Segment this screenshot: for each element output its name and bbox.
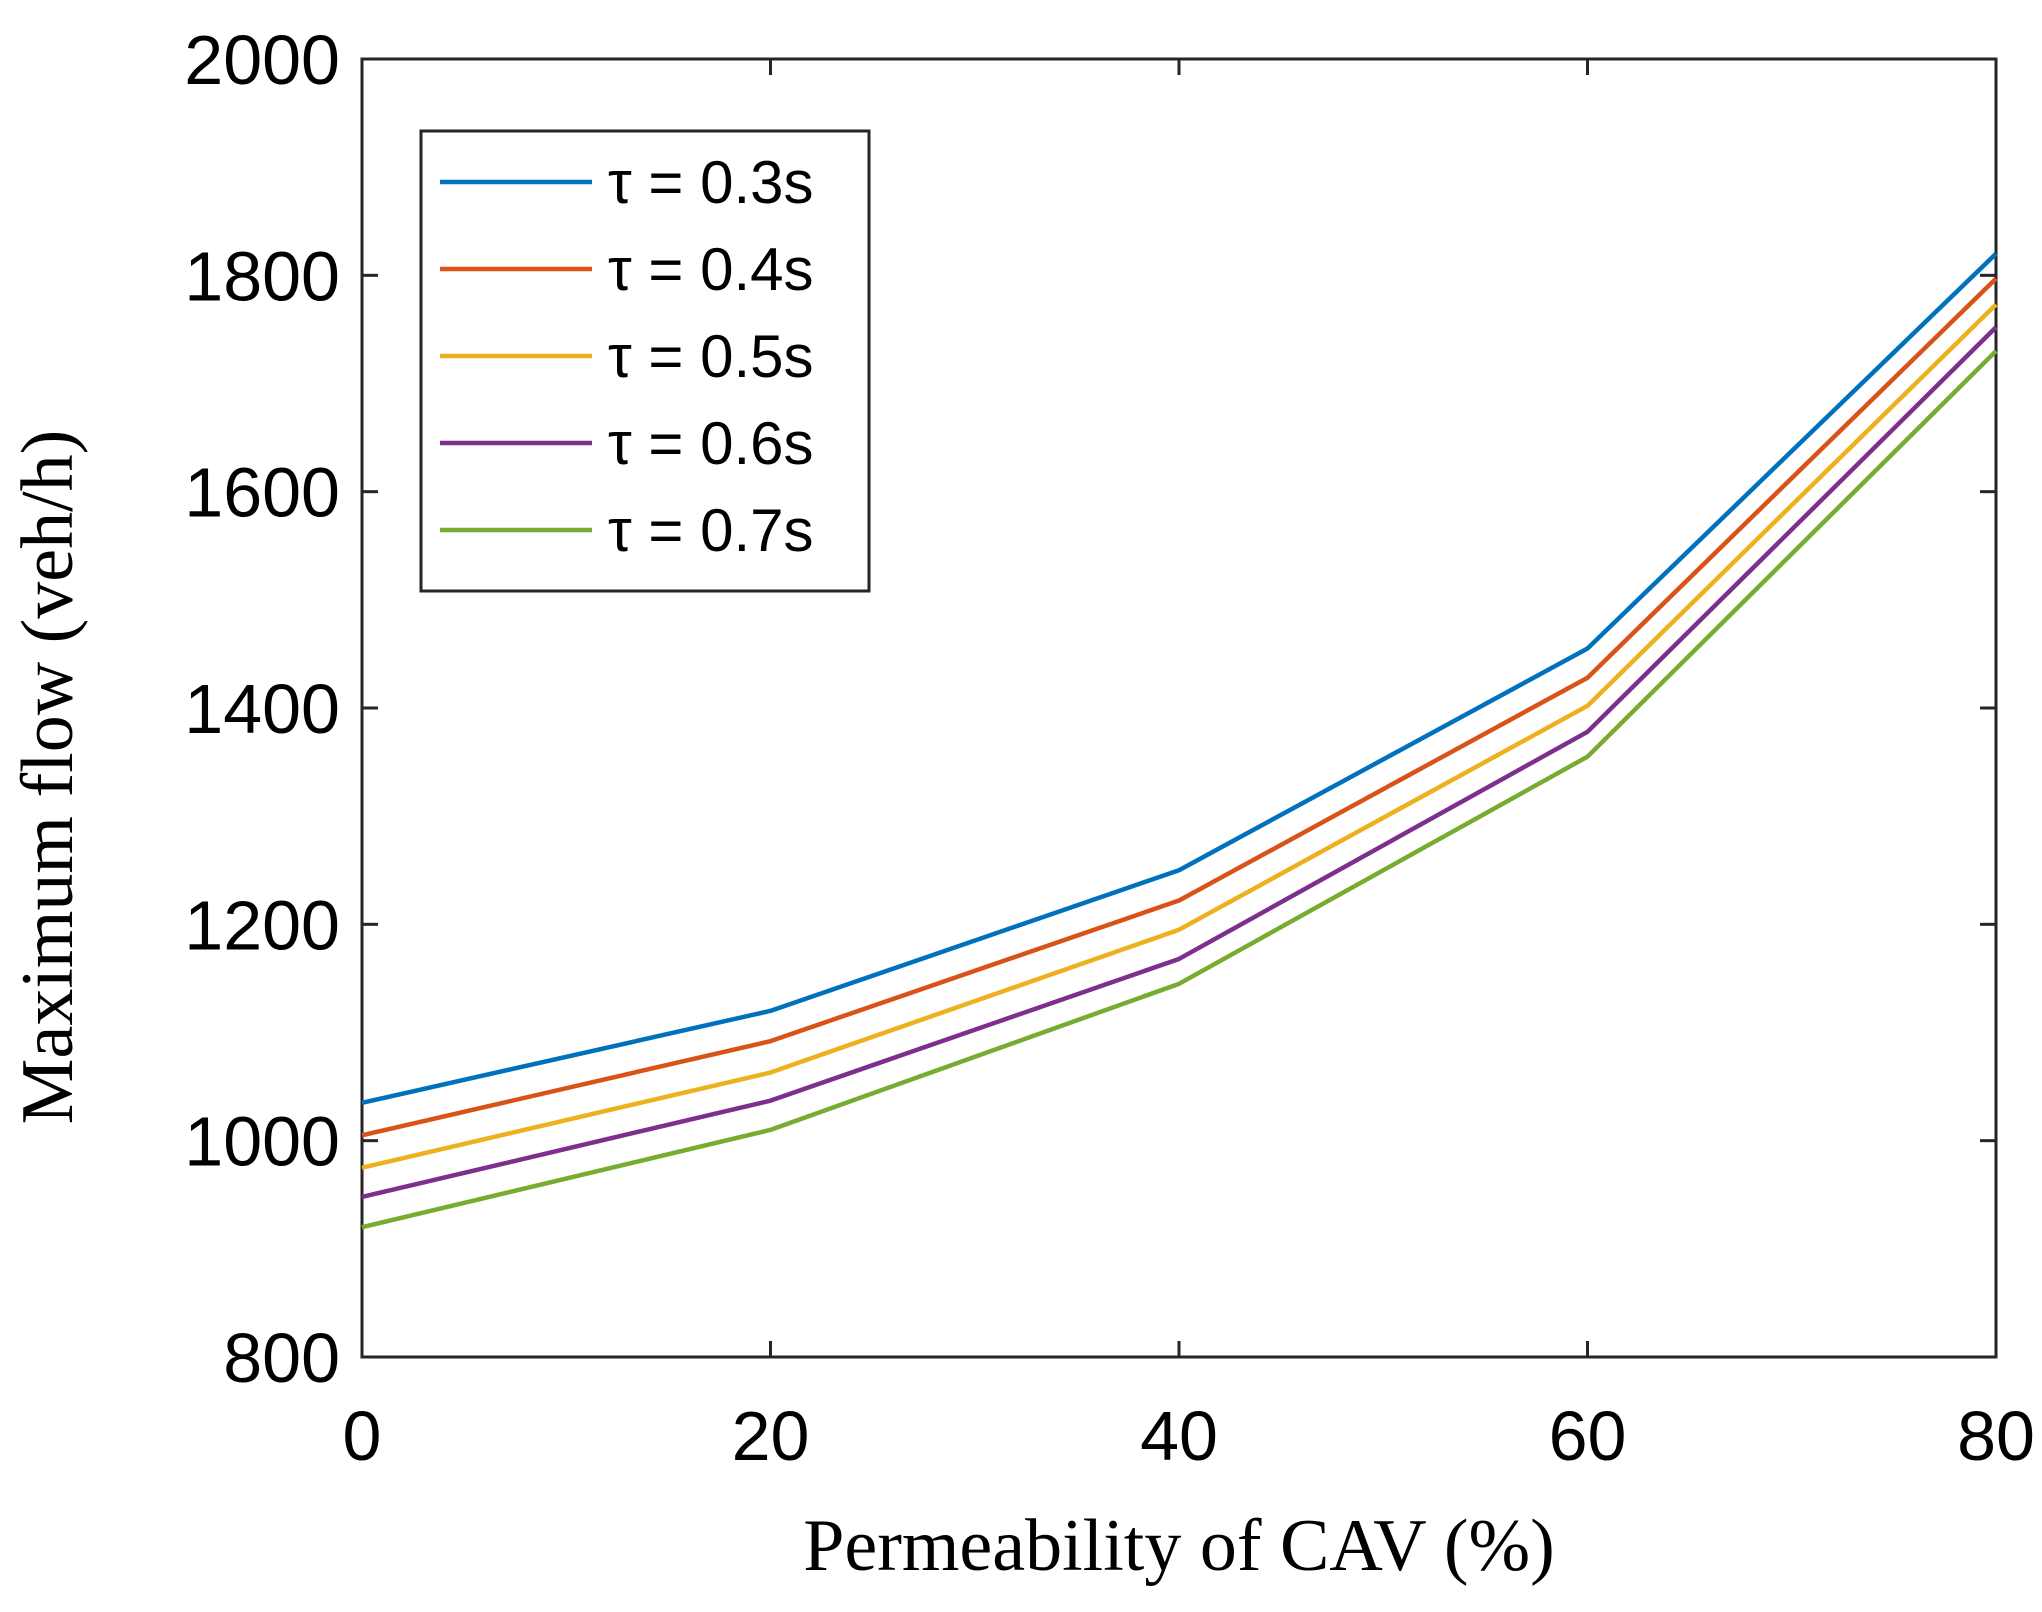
y-tick-label: 1200 <box>184 886 340 964</box>
y-tick-label: 800 <box>223 1319 340 1397</box>
x-axis-ticks: 0 20 40 60 80 <box>343 59 2035 1475</box>
series-line-2 <box>361 276 1998 1138</box>
y-axis-ticks: 800 1000 1200 1400 1600 1800 2000 <box>184 21 1996 1397</box>
y-tick-label: 1400 <box>184 670 340 748</box>
x-tick-label: 40 <box>1140 1397 1218 1475</box>
x-tick-label: 0 <box>343 1397 382 1475</box>
series-line-3 <box>361 302 1998 1170</box>
series-line-4 <box>361 325 1998 1200</box>
y-tick-label: 1800 <box>184 237 340 315</box>
x-tick-label: 80 <box>1957 1397 2035 1475</box>
legend-label-5: τ = 0.7s <box>608 497 814 564</box>
series-lines <box>361 252 1998 1230</box>
legend-label-4: τ = 0.6s <box>608 410 814 477</box>
y-axis-label: Maximum flow (veh/h) <box>7 430 89 1125</box>
y-tick-label: 2000 <box>184 21 340 99</box>
series-line-1 <box>361 252 1998 1106</box>
legend-label-2: τ = 0.4s <box>608 236 814 303</box>
x-tick-label: 60 <box>1549 1397 1627 1475</box>
y-tick-label: 1000 <box>184 1103 340 1181</box>
x-tick-label: 20 <box>732 1397 810 1475</box>
y-tick-label: 1600 <box>184 454 340 532</box>
legend: τ = 0.3s τ = 0.4s τ = 0.5s τ = 0.6s τ = 0.7s <box>419 129 871 593</box>
x-axis-label: Permeability of CAV (%) <box>803 1505 1555 1587</box>
legend-label-1: τ = 0.3s <box>608 149 814 216</box>
series-line-5 <box>361 349 1998 1230</box>
legend-label-3: τ = 0.5s <box>608 323 814 390</box>
legend-box <box>419 129 871 593</box>
